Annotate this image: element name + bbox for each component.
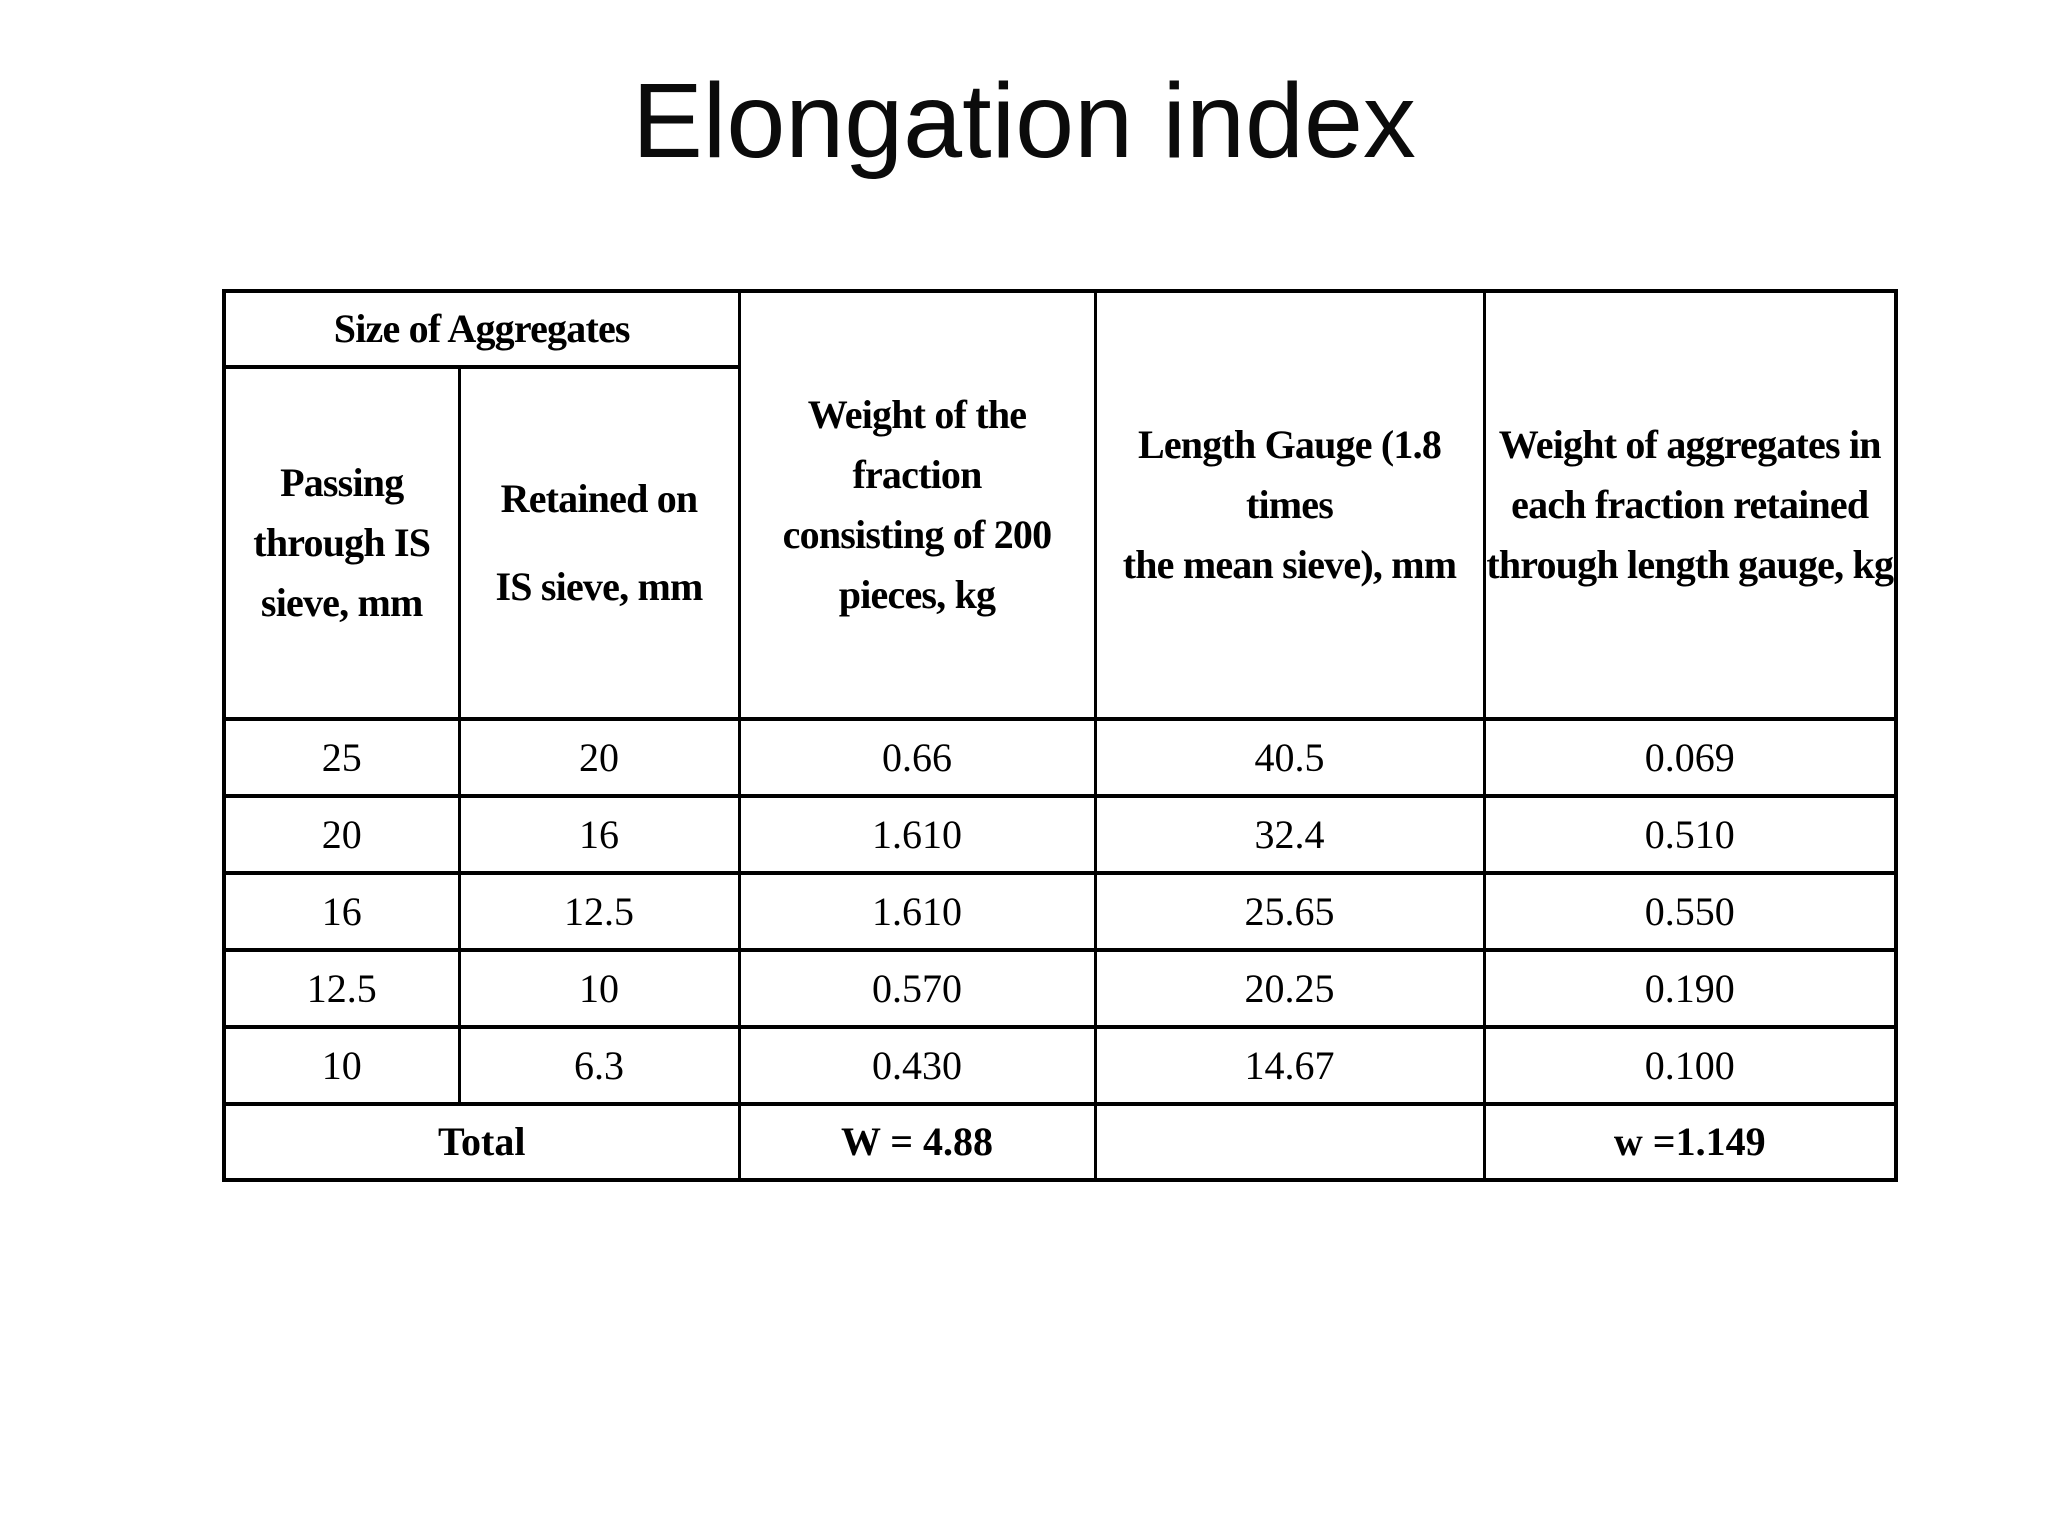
header-weight-fraction: Weight of the fraction consisting of 200… [737,289,1097,721]
table-row: 12.5 10 0.570 20.25 0.190 [222,948,1898,1029]
header-passing-line: Passing [280,460,404,505]
cell-length-gauge: 25.65 [1093,871,1486,952]
cell-weight-fraction: 0.430 [737,1025,1097,1106]
cell-passing: 12.5 [222,948,461,1029]
header-retained-line: Retained on [500,476,699,521]
header-retained-line: IS sieve, mm [495,564,703,609]
cell-retained: 12.5 [457,871,741,952]
cell-weight-retained: 0.190 [1482,948,1898,1029]
elongation-table: Size of Aggregates Weight of the fractio… [222,289,1898,1182]
cell-retained: 20 [457,717,741,798]
total-weight-retained: w =1.149 [1482,1102,1898,1182]
total-length-gauge [1093,1102,1486,1182]
header-weight-fraction-line: pieces, kg [838,572,996,617]
cell-retained: 10 [457,948,741,1029]
header-weight-retained-line: each fraction retained [1511,482,1869,527]
header-length-gauge-line: the mean sieve), mm [1122,542,1457,587]
header-passing-line: sieve, mm [260,580,423,625]
cell-passing: 16 [222,871,461,952]
header-retained: Retained on IS sieve, mm [457,365,741,721]
header-weight-retained-line: Weight of aggregates in [1498,422,1882,467]
header-size-of-aggregates: Size of Aggregates [222,289,741,369]
cell-weight-fraction: 0.570 [737,948,1097,1029]
table-row: 20 16 1.610 32.4 0.510 [222,794,1898,875]
table-row: 16 12.5 1.610 25.65 0.550 [222,871,1898,952]
header-row-top: Size of Aggregates Weight of the fractio… [222,289,1898,721]
total-row: Total W = 4.88 w =1.149 [222,1102,1898,1182]
header-weight-fraction-line: Weight of the fraction [807,392,1027,497]
cell-retained: 6.3 [457,1025,741,1106]
page-title: Elongation index [632,62,1416,180]
table-row: 25 20 0.66 40.5 0.069 [222,717,1898,798]
cell-weight-retained: 0.069 [1482,717,1898,798]
header-passing-line: through IS [253,520,431,565]
cell-weight-retained: 0.510 [1482,794,1898,875]
cell-passing: 10 [222,1025,461,1106]
table-row: 10 6.3 0.430 14.67 0.100 [222,1025,1898,1106]
header-row-sub: Passing through IS sieve, mm Retained on… [222,365,1896,721]
cell-weight-fraction: 1.610 [737,871,1097,952]
cell-length-gauge: 20.25 [1093,948,1486,1029]
header-passing: Passing through IS sieve, mm [222,365,461,721]
header-weight-retained: Weight of aggregates in each fraction re… [1482,289,1898,721]
total-label: Total [222,1102,741,1182]
cell-passing: 20 [222,794,461,875]
cell-length-gauge: 40.5 [1093,717,1486,798]
cell-length-gauge: 32.4 [1093,794,1486,875]
cell-weight-fraction: 1.610 [737,794,1097,875]
cell-weight-fraction: 0.66 [737,717,1097,798]
header-weight-retained-line: through length gauge, kg [1486,542,1894,587]
header-length-gauge: Length Gauge (1.8 times the mean sieve),… [1093,289,1486,721]
cell-weight-retained: 0.550 [1482,871,1898,952]
cell-length-gauge: 14.67 [1093,1025,1486,1106]
cell-passing: 25 [222,717,461,798]
total-weight-fraction: W = 4.88 [737,1102,1097,1182]
cell-retained: 16 [457,794,741,875]
cell-weight-retained: 0.100 [1482,1025,1898,1106]
header-weight-fraction-line: consisting of 200 [782,512,1052,557]
header-length-gauge-line: Length Gauge (1.8 times [1137,422,1442,527]
